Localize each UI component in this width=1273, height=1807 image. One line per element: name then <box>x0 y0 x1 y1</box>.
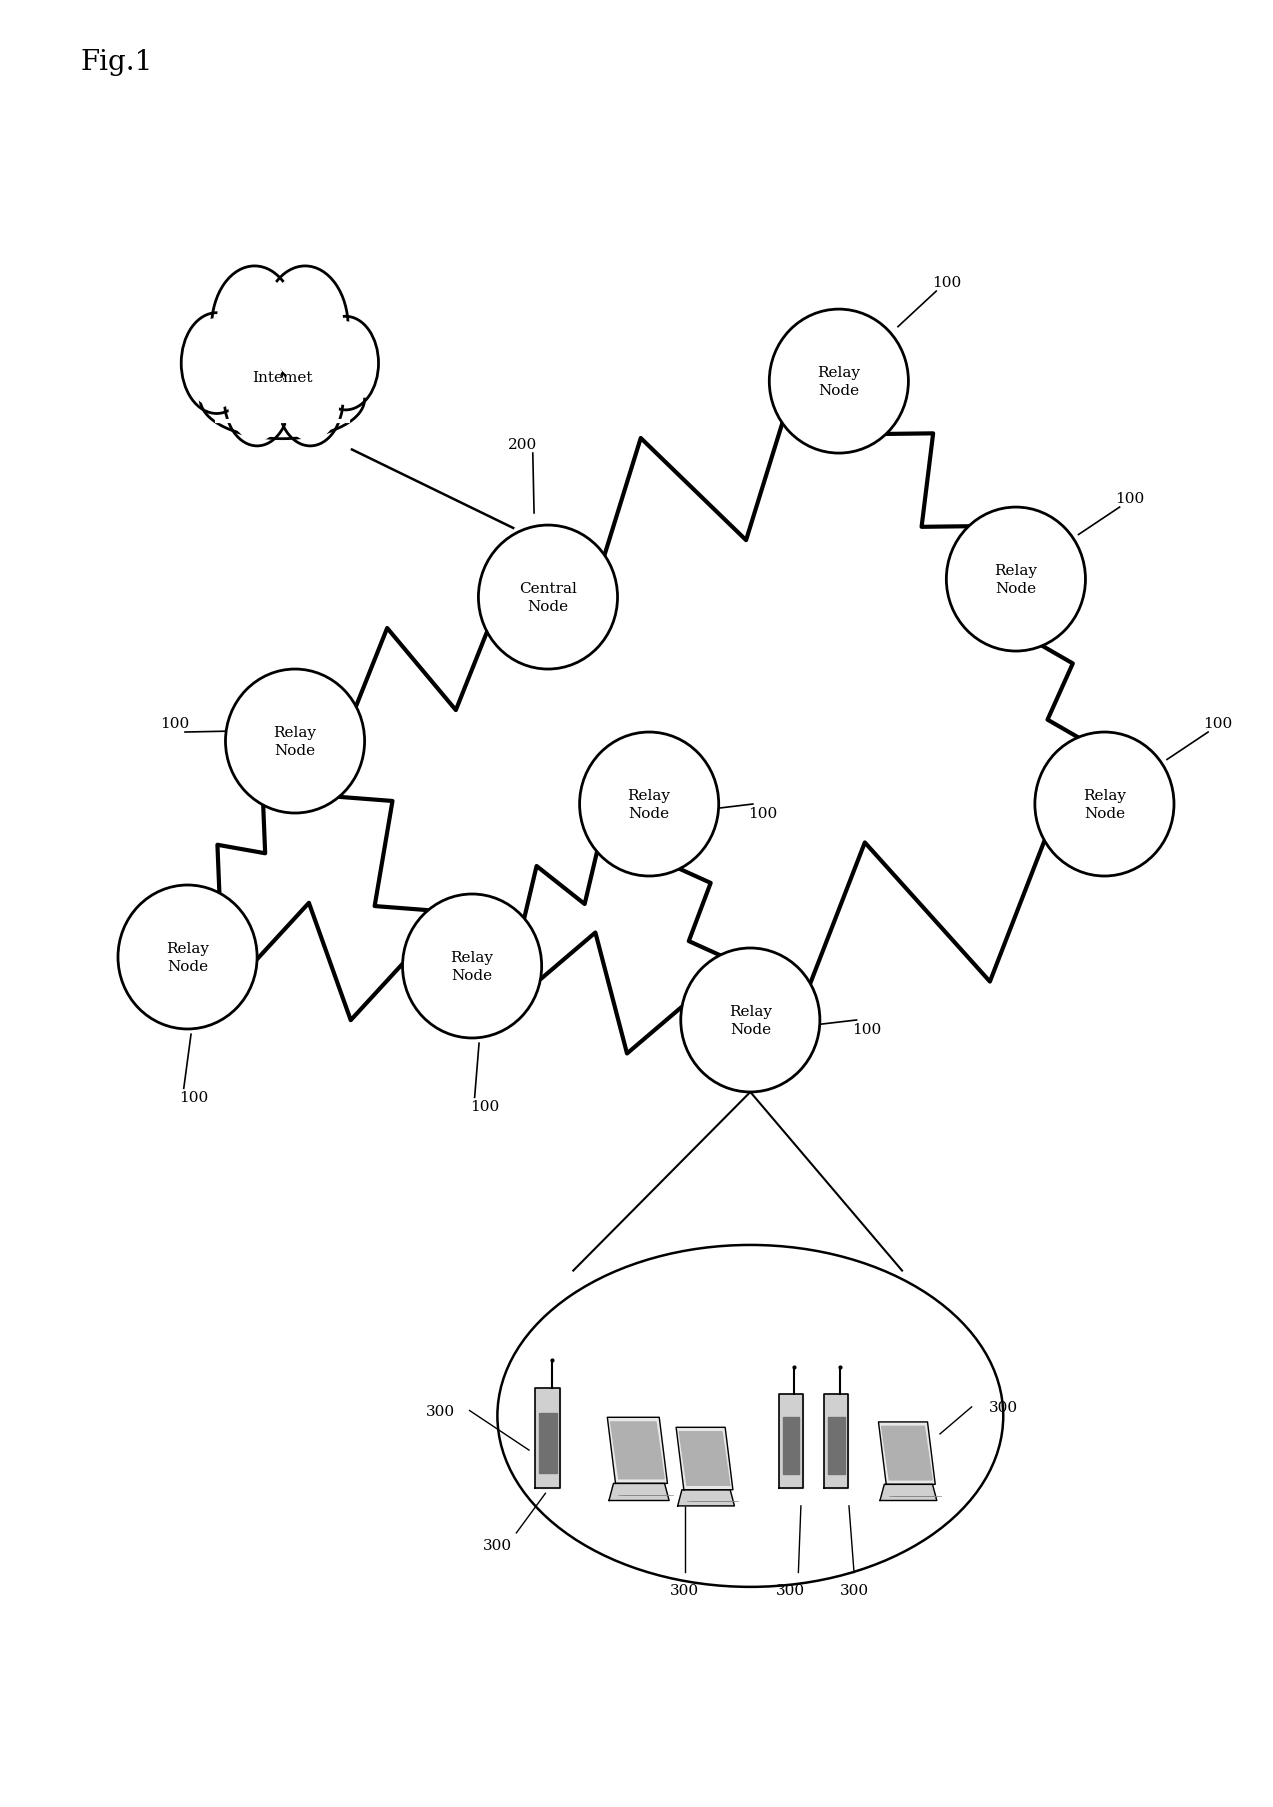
Text: 100: 100 <box>852 1023 881 1037</box>
Polygon shape <box>611 1422 665 1478</box>
Circle shape <box>181 314 252 414</box>
Polygon shape <box>607 1417 667 1484</box>
Text: 100: 100 <box>1115 492 1144 506</box>
Polygon shape <box>677 1491 735 1505</box>
Text: 100: 100 <box>160 717 190 730</box>
Text: Relay
Node: Relay Node <box>165 941 209 974</box>
Ellipse shape <box>1035 732 1174 876</box>
Text: Relay
Node: Relay Node <box>1083 790 1125 820</box>
Text: 300: 300 <box>839 1583 868 1597</box>
Text: 300: 300 <box>989 1400 1018 1415</box>
Text: Relay
Node: Relay Node <box>729 1005 771 1035</box>
Polygon shape <box>608 1484 670 1500</box>
Ellipse shape <box>200 323 364 441</box>
Text: 100: 100 <box>932 276 961 289</box>
Circle shape <box>317 323 374 405</box>
Circle shape <box>224 352 290 446</box>
Text: 300: 300 <box>482 1538 512 1552</box>
Ellipse shape <box>681 949 820 1093</box>
Ellipse shape <box>225 670 364 813</box>
Text: Relay
Node: Relay Node <box>451 950 494 981</box>
Text: Fig.1: Fig.1 <box>80 49 153 76</box>
Text: 100: 100 <box>749 806 778 820</box>
Polygon shape <box>878 1422 936 1485</box>
Text: Intemet: Intemet <box>252 370 313 385</box>
Polygon shape <box>779 1393 802 1489</box>
Ellipse shape <box>118 885 257 1030</box>
Ellipse shape <box>479 526 617 670</box>
Polygon shape <box>882 1426 932 1480</box>
Text: Relay
Node: Relay Node <box>628 790 671 820</box>
Circle shape <box>267 275 342 381</box>
Circle shape <box>262 267 348 389</box>
Text: 100: 100 <box>179 1091 209 1104</box>
Polygon shape <box>680 1431 729 1485</box>
Text: Relay
Node: Relay Node <box>817 367 861 398</box>
Ellipse shape <box>769 311 909 454</box>
Polygon shape <box>880 1485 937 1500</box>
Text: 100: 100 <box>470 1100 499 1113</box>
Text: Relay
Node: Relay Node <box>994 564 1037 595</box>
Polygon shape <box>676 1428 733 1491</box>
Text: 100: 100 <box>1204 717 1232 730</box>
Circle shape <box>216 275 293 381</box>
Text: 300: 300 <box>777 1583 806 1597</box>
Text: Relay
Node: Relay Node <box>274 726 317 757</box>
Text: 300: 300 <box>670 1583 699 1597</box>
Polygon shape <box>540 1413 556 1473</box>
Circle shape <box>228 360 286 441</box>
Text: Central
Node: Central Node <box>519 582 577 613</box>
Polygon shape <box>783 1417 799 1475</box>
Ellipse shape <box>579 732 719 876</box>
Polygon shape <box>827 1417 844 1475</box>
Circle shape <box>186 320 248 408</box>
Polygon shape <box>536 1388 560 1489</box>
Ellipse shape <box>402 894 541 1039</box>
Ellipse shape <box>946 508 1086 652</box>
Circle shape <box>313 318 378 410</box>
Polygon shape <box>825 1393 848 1489</box>
Text: 300: 300 <box>426 1404 454 1418</box>
Circle shape <box>278 352 344 446</box>
Circle shape <box>281 360 339 441</box>
Circle shape <box>211 267 298 389</box>
Text: 200: 200 <box>508 437 537 452</box>
